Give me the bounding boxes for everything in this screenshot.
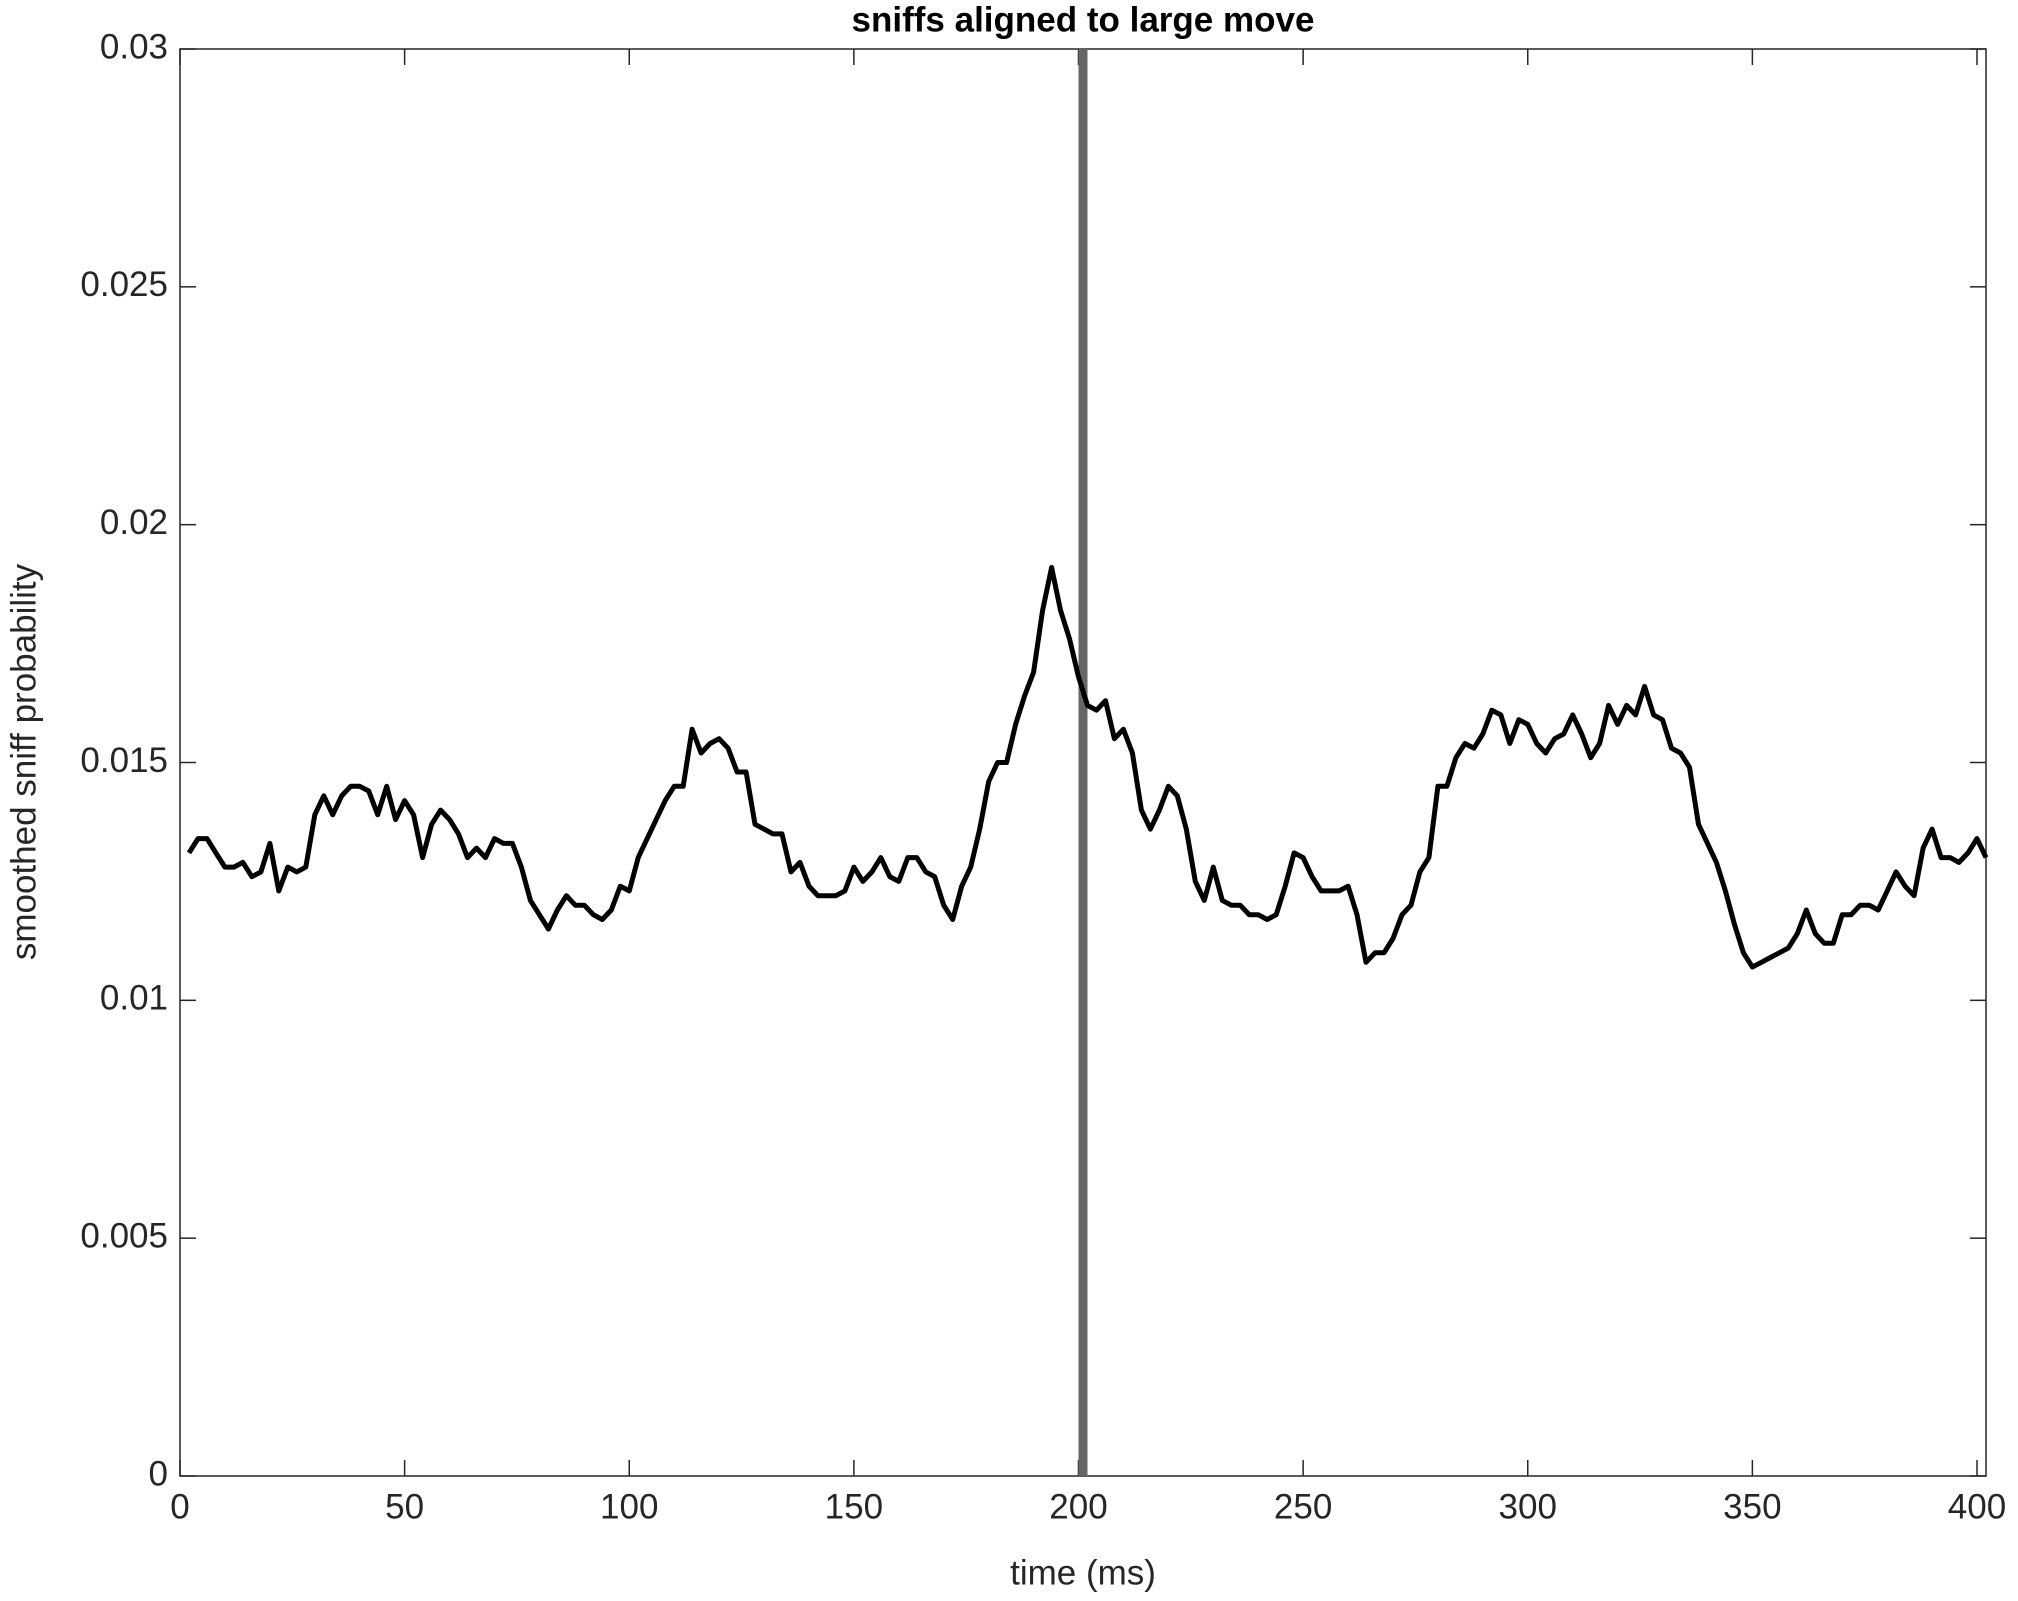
y-tick-label: 0.005	[80, 1216, 168, 1255]
y-axis-label: smoothed sniff probability	[4, 563, 43, 960]
x-tick-label: 0	[170, 1487, 189, 1526]
y-tick-label: 0.02	[100, 503, 168, 542]
y-tick-label: 0	[149, 1454, 168, 1493]
x-tick-label: 250	[1274, 1487, 1332, 1526]
x-tick-label: 200	[1049, 1487, 1107, 1526]
chart-title: sniffs aligned to large move	[852, 0, 1315, 39]
y-tick-label: 0.01	[100, 979, 168, 1018]
x-tick-label: 50	[385, 1487, 424, 1526]
x-tick-label: 350	[1723, 1487, 1781, 1526]
y-tick-label: 0.03	[100, 27, 168, 66]
x-axis-label: time (ms)	[1010, 1553, 1156, 1592]
x-tick-label: 400	[1948, 1487, 2006, 1526]
x-tick-label: 100	[600, 1487, 658, 1526]
y-tick-label: 0.015	[80, 741, 168, 780]
x-tick-label: 150	[825, 1487, 883, 1526]
x-tick-label: 300	[1499, 1487, 1557, 1526]
y-tick-label: 0.025	[80, 265, 168, 304]
data-line	[186, 565, 1989, 970]
